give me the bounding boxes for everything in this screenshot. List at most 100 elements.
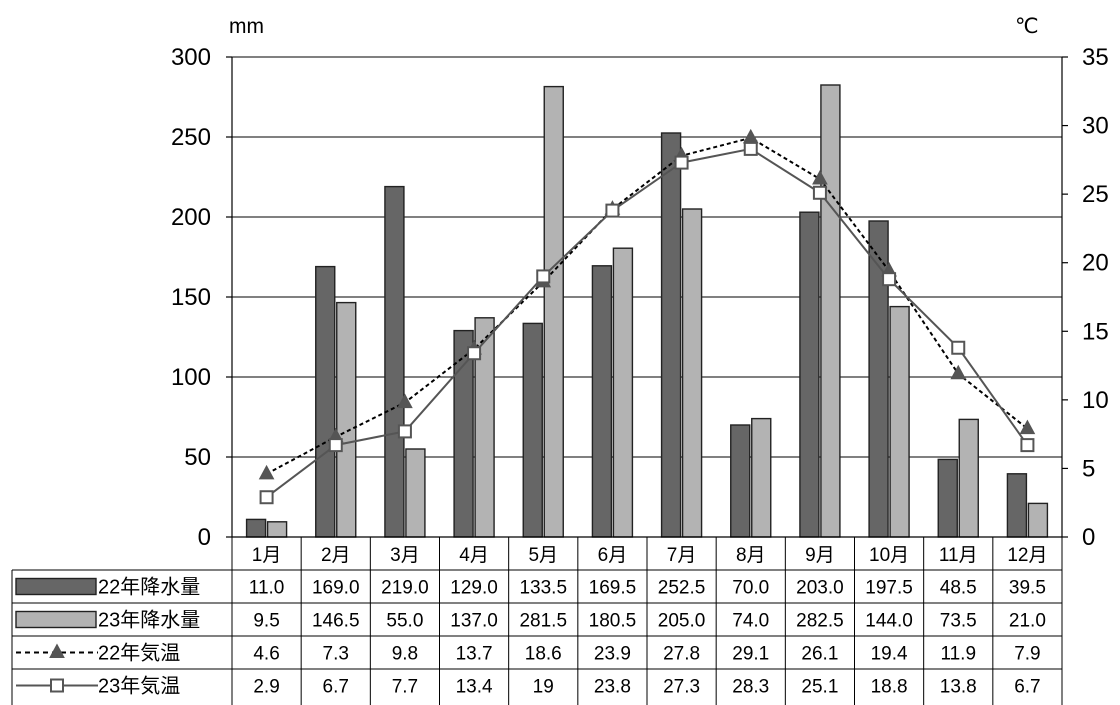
table-value: 13.4 bbox=[456, 677, 493, 698]
marker-triangle bbox=[258, 464, 275, 480]
bar-23-precip bbox=[543, 85, 564, 538]
y-right-tick-label: 25 bbox=[1082, 181, 1109, 208]
line-23-temp bbox=[265, 147, 1029, 499]
table-value: 4.6 bbox=[253, 644, 279, 665]
legend-series-name: 22年気温 bbox=[98, 642, 180, 665]
table-value: 169.5 bbox=[589, 578, 637, 599]
marker-square bbox=[536, 269, 551, 284]
marker-triangle bbox=[950, 364, 967, 380]
table-value: 74.0 bbox=[732, 611, 769, 632]
y-left-tick-label: 50 bbox=[184, 444, 211, 471]
bar-22-precip bbox=[245, 518, 267, 538]
marker-triangle bbox=[397, 393, 413, 409]
table-value: 7.3 bbox=[323, 644, 349, 665]
month-label: 4月 bbox=[459, 545, 489, 566]
bar-22-precip bbox=[453, 329, 474, 538]
marker-triangle bbox=[812, 170, 828, 185]
table-value: 25.1 bbox=[801, 677, 838, 698]
table-value: 205.0 bbox=[658, 611, 706, 632]
table-value: 6.7 bbox=[323, 677, 349, 698]
table-value: 73.5 bbox=[940, 611, 977, 632]
bar-23-precip bbox=[336, 301, 357, 538]
table-value: 129.0 bbox=[450, 578, 498, 599]
bar-23-precip bbox=[266, 521, 288, 538]
y-right-tick-label: 0 bbox=[1082, 524, 1095, 551]
month-label: 9月 bbox=[805, 545, 835, 566]
bar-23-precip bbox=[681, 208, 703, 538]
month-label: 10月 bbox=[869, 545, 909, 566]
table-value: 23.8 bbox=[594, 677, 631, 698]
table-value: 11.0 bbox=[249, 578, 285, 599]
table-value: 27.8 bbox=[663, 644, 700, 665]
month-label: 6月 bbox=[598, 545, 628, 566]
marker-square bbox=[467, 346, 482, 361]
table-value: 144.0 bbox=[865, 611, 913, 632]
table-value: 197.5 bbox=[865, 578, 913, 599]
marker-square bbox=[674, 155, 689, 170]
y-left-tick-label: 0 bbox=[198, 524, 211, 551]
table-value: 55.0 bbox=[386, 611, 423, 632]
y-right-tick-label: 5 bbox=[1082, 455, 1095, 482]
table-value: 29.1 bbox=[732, 644, 769, 665]
table-value: 282.5 bbox=[796, 611, 844, 632]
legend-marker-square bbox=[50, 678, 64, 693]
y-left-tick-label: 300 bbox=[171, 44, 211, 71]
table-value: 11.9 bbox=[940, 644, 976, 665]
bar-22-precip bbox=[591, 265, 613, 538]
bar-23-precip bbox=[958, 418, 979, 538]
table-value: 26.1 bbox=[801, 644, 838, 665]
marker-square bbox=[259, 490, 274, 505]
table-value: 28.3 bbox=[732, 677, 769, 698]
month-label: 12月 bbox=[1007, 545, 1047, 566]
table-value: 9.5 bbox=[253, 611, 279, 632]
bar-22-precip bbox=[799, 211, 820, 538]
bar-22-precip bbox=[868, 220, 889, 538]
table-value: 19 bbox=[533, 677, 554, 698]
legend-series-name: 23年気温 bbox=[98, 675, 180, 698]
table-value: 137.0 bbox=[450, 611, 498, 632]
table-value: 169.0 bbox=[312, 578, 360, 599]
marker-square bbox=[605, 203, 620, 218]
bar-22-precip bbox=[1006, 473, 1028, 538]
table-value: 146.5 bbox=[312, 611, 360, 632]
table-value: 6.7 bbox=[1014, 677, 1040, 698]
table-value: 252.5 bbox=[658, 578, 706, 599]
marker-square bbox=[951, 340, 966, 355]
table-value: 13.7 bbox=[456, 644, 493, 665]
marker-triangle bbox=[742, 128, 759, 144]
month-label: 2月 bbox=[321, 545, 351, 566]
y-right-unit: ℃ bbox=[1015, 15, 1039, 38]
table-value: 13.8 bbox=[940, 677, 977, 698]
month-label: 1月 bbox=[252, 545, 282, 566]
marker-triangle bbox=[1019, 419, 1036, 435]
table-value: 7.9 bbox=[1014, 644, 1040, 665]
y-right-tick-label: 35 bbox=[1082, 44, 1109, 71]
table-value: 18.8 bbox=[871, 677, 908, 698]
legend-key-bar bbox=[15, 577, 97, 596]
table-value: 19.4 bbox=[871, 644, 908, 665]
table-value: 281.5 bbox=[519, 611, 567, 632]
y-left-tick-label: 250 bbox=[171, 124, 211, 151]
table-value: 27.3 bbox=[663, 677, 700, 698]
bar-series bbox=[245, 84, 1049, 538]
bar-22-precip bbox=[730, 424, 751, 538]
table-value: 203.0 bbox=[796, 578, 844, 599]
y-axis-labels: 0 50 100 150 200 250 300 0 5 10 15 20 25 30 35 bbox=[171, 44, 1109, 551]
bar-22-precip bbox=[660, 132, 682, 538]
table-value: 18.6 bbox=[525, 644, 562, 665]
bar-23-precip bbox=[612, 247, 634, 538]
gridlines bbox=[232, 56, 1062, 458]
month-label: 5月 bbox=[528, 545, 558, 566]
table-value: 2.9 bbox=[253, 677, 279, 698]
marker-square bbox=[1020, 438, 1035, 453]
marker-square bbox=[812, 185, 827, 200]
legend-series-name: 23年降水量 bbox=[98, 609, 200, 632]
table-value: 21.0 bbox=[1009, 611, 1046, 632]
y-right-tick-label: 15 bbox=[1082, 318, 1109, 345]
data-table: 1月 2月 3月 4月 5月 6月 7月 8月 9月 10月 11月 12月 22年降水量 11.0 169… bbox=[11, 536, 1063, 705]
table-value: 23.9 bbox=[594, 644, 631, 665]
month-label: 3月 bbox=[390, 545, 420, 566]
month-label: 11月 bbox=[939, 545, 978, 566]
table-value: 219.0 bbox=[381, 578, 429, 599]
